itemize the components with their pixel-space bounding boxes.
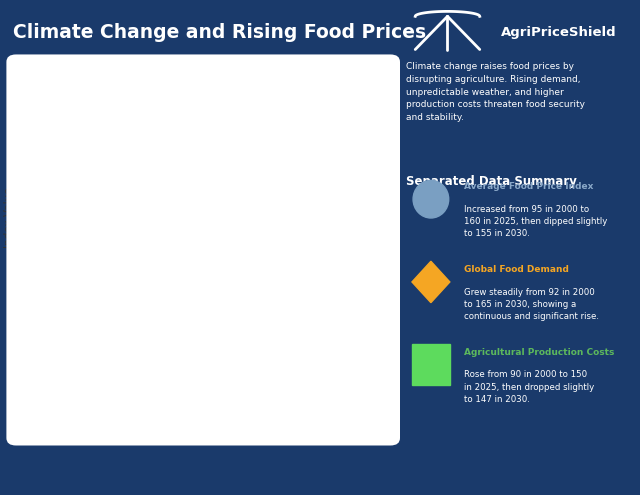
Agricultural Production Costs <box>265 173 273 179</box>
Polygon shape <box>412 261 450 302</box>
Global Food Demand <box>265 150 273 156</box>
Average Food Price Index <box>370 117 378 123</box>
Average Food Price Index <box>54 312 62 318</box>
X-axis label: Years (2000 - 2030): Years (2000 - 2030) <box>159 389 273 399</box>
Agricultural Production Costs <box>212 211 220 217</box>
Agricultural Production Costs <box>54 328 62 334</box>
Average Food Price Index <box>317 101 325 107</box>
Agricultural Production Costs <box>317 134 325 140</box>
Ellipse shape <box>413 180 449 218</box>
Average Food Price Index <box>265 182 273 188</box>
Global Food Demand <box>107 296 115 302</box>
Text: Rose from 90 in 2000 to 150
in 2025, then dropped slightly
to 147 in 2030.: Rose from 90 in 2000 to 150 in 2025, the… <box>464 370 595 403</box>
Text: AgriPriceShield: AgriPriceShield <box>500 26 616 39</box>
Global Food Demand <box>212 198 220 204</box>
Y-axis label: Index Value: Index Value <box>4 188 14 248</box>
FancyBboxPatch shape <box>412 344 450 386</box>
Average Food Price Index <box>107 280 115 286</box>
Agricultural Production Costs <box>370 144 378 149</box>
Text: Climate Change and Rising Food Prices: Climate Change and Rising Food Prices <box>13 23 426 42</box>
Text: Separated Data Summary: Separated Data Summary <box>406 175 577 188</box>
Agricultural Production Costs <box>107 302 115 308</box>
Average Food Price Index <box>212 166 220 172</box>
Line: Global Food Demand: Global Food Demand <box>55 85 377 328</box>
Line: Average Food Price Index: Average Food Price Index <box>55 101 377 319</box>
Text: Agricultural Production Costs: Agricultural Production Costs <box>464 348 614 357</box>
Text: Climate change raises food prices by
disrupting agriculture. Rising demand,
unpr: Climate change raises food prices by dis… <box>406 62 586 122</box>
Text: Average Food Price Index: Average Food Price Index <box>464 182 594 191</box>
Legend: Average Food Price Index, Global Food Demand, Agricultural Production Costs: Average Food Price Index, Global Food De… <box>22 418 349 448</box>
Global Food Demand <box>54 322 62 328</box>
Average Food Price Index <box>159 248 167 253</box>
Text: Increased from 95 in 2000 to
160 in 2025, then dipped slightly
to 155 in 2030.: Increased from 95 in 2000 to 160 in 2025… <box>464 205 608 238</box>
Global Food Demand <box>317 117 325 123</box>
Text: Grew steadily from 92 in 2000
to 165 in 2030, showing a
continuous and significa: Grew steadily from 92 in 2000 to 165 in … <box>464 288 599 321</box>
Global Food Demand <box>159 231 167 237</box>
Text: Global Food Demand: Global Food Demand <box>464 265 569 274</box>
Line: Agricultural Production Costs: Agricultural Production Costs <box>55 133 377 335</box>
Global Food Demand <box>370 85 378 91</box>
Agricultural Production Costs <box>159 270 167 276</box>
